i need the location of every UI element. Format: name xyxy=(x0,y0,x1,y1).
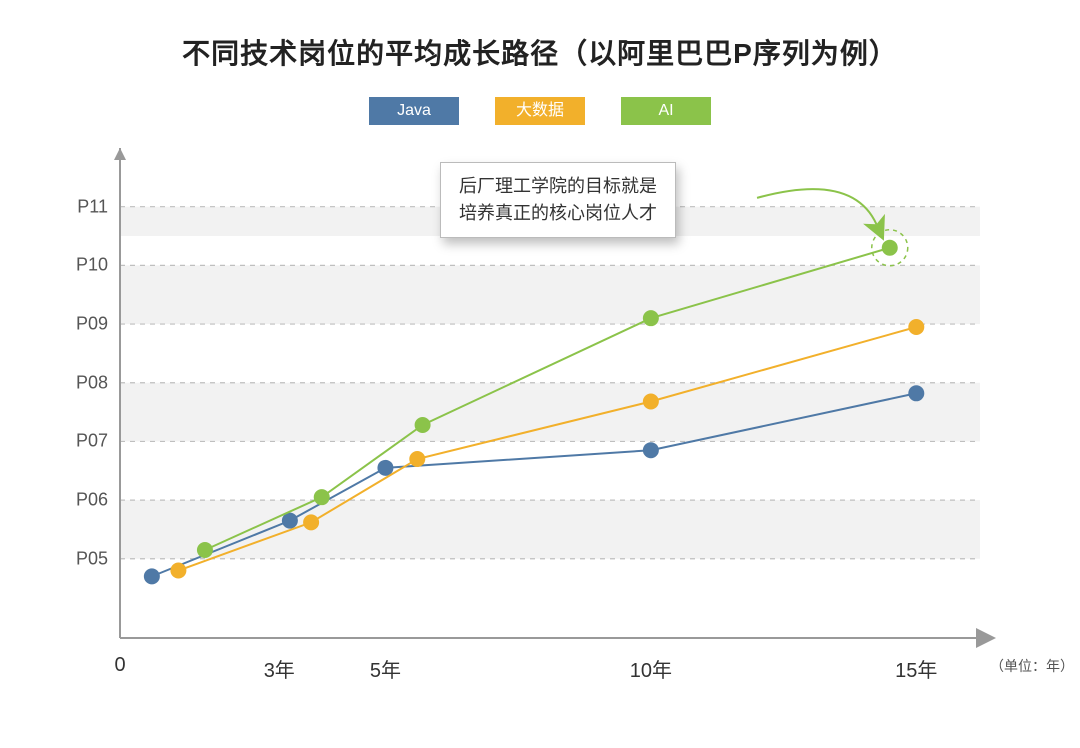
x-tick-label: 10年 xyxy=(630,638,672,683)
legend-swatch: AI xyxy=(621,97,711,125)
y-tick-label: P10 xyxy=(76,255,120,276)
x-tick-label: 0 xyxy=(114,638,125,677)
x-tick-label: 15年 xyxy=(895,638,937,683)
y-tick-label: P11 xyxy=(77,196,120,217)
y-tick-label: P08 xyxy=(76,372,120,393)
legend: Java 大数据 AI xyxy=(0,96,1080,126)
legend-item-ai: AI xyxy=(621,96,711,126)
callout-box: 后厂理工学院的目标就是 培养真正的核心岗位人才 xyxy=(440,162,676,238)
y-tick-label: P06 xyxy=(76,490,120,511)
callout-line-2: 培养真正的核心岗位人才 xyxy=(459,203,657,223)
x-tick-label: 3年 xyxy=(264,638,295,683)
legend-item-大数据: 大数据 xyxy=(495,96,585,126)
x-tick-label: 5年 xyxy=(370,638,401,683)
legend-item-java: Java xyxy=(369,96,459,126)
callout-line-1: 后厂理工学院的目标就是 xyxy=(459,176,657,196)
y-tick-label: P09 xyxy=(76,314,120,335)
legend-swatch: Java xyxy=(369,97,459,125)
legend-swatch: 大数据 xyxy=(495,97,585,125)
plot-area: 后厂理工学院的目标就是 培养真正的核心岗位人才 P05P06P07P08P09P… xyxy=(120,148,980,638)
chart-title: 不同技术岗位的平均成长路径（以阿里巴巴P序列为例） xyxy=(0,32,1080,72)
y-tick-label: P05 xyxy=(76,548,120,569)
x-axis-unit: （单位：年） xyxy=(990,656,1074,676)
y-tick-label: P07 xyxy=(76,431,120,452)
